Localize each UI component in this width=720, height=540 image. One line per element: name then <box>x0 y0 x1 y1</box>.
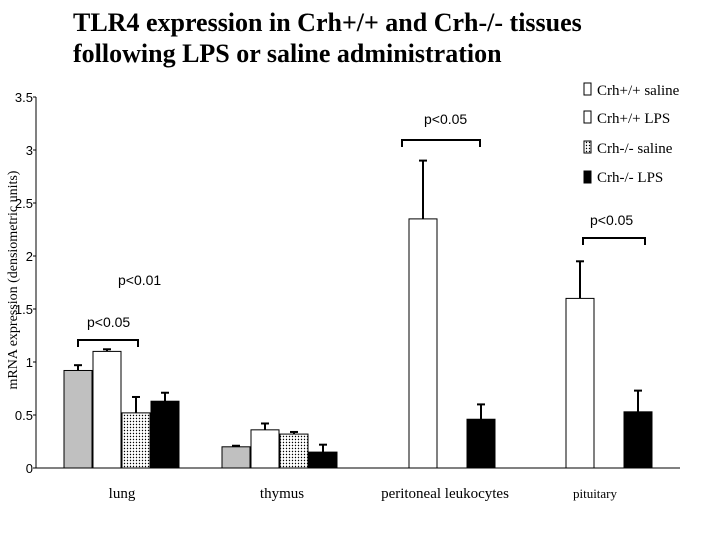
legend-swatch-crh-wt-saline <box>583 82 592 96</box>
bar-thymus-series-3 <box>308 451 338 469</box>
bracket-lung <box>77 339 139 347</box>
x-category-label: peritoneal leukocytes <box>381 486 509 502</box>
annotation-lung-p005: p<0.05 <box>87 314 130 330</box>
x-category-label: lung <box>109 486 136 502</box>
bar-pituitary-series-1 <box>565 297 595 469</box>
x-category-label: thymus <box>260 486 304 502</box>
bar-peritoneal-leukocytes-series-3 <box>466 418 496 469</box>
bar-lung-series-0 <box>63 369 93 469</box>
bracket-pituitary <box>582 237 646 245</box>
legend-label-crh-wt-saline: Crh+/+ saline <box>597 83 680 99</box>
significance-annotations: p<0.05 p<0.05 p<0.01 p<0.05 <box>77 111 646 347</box>
y-axis-label: mRNA expression (densiometric units) <box>6 170 21 389</box>
annotation-pituitary: p<0.05 <box>590 212 633 228</box>
chart-title-line2: following LPS or saline administration <box>73 39 502 68</box>
bar-thymus-series-2 <box>279 433 309 469</box>
y-tick-label: 3 <box>26 143 33 158</box>
legend-label-crh-wt-lps: Crh+/+ LPS <box>597 111 670 127</box>
y-tick-label: 0.5 <box>15 408 33 423</box>
bar-peritoneal-leukocytes-series-1 <box>408 218 438 469</box>
legend-swatch-crh-wt-lps <box>583 110 592 124</box>
x-category-label: pituitary <box>573 486 618 501</box>
annotation-lung-p001: p<0.01 <box>118 272 161 288</box>
y-tick-label: 1.5 <box>15 302 33 317</box>
bracket-peritoneal <box>401 139 481 147</box>
legend-label-crh-ko-lps: Crh-/- LPS <box>597 170 663 186</box>
bar-lung-series-2 <box>121 412 151 469</box>
bar-lung-series-3 <box>150 400 180 469</box>
y-tick-label: 2.5 <box>15 196 33 211</box>
bar-thymus-series-0 <box>221 446 251 469</box>
bar-thymus-series-1 <box>250 429 280 469</box>
y-tick-label: 2 <box>26 249 33 264</box>
chart-title-line1: TLR4 expression in Crh+/+ and Crh-/- tis… <box>73 8 582 37</box>
legend: Crh+/+ saline Crh+/+ LPS Crh-/- saline C… <box>583 82 680 186</box>
y-tick-label: 1 <box>26 355 33 370</box>
legend-label-crh-ko-saline: Crh-/- saline <box>597 141 673 157</box>
annotation-peritoneal: p<0.05 <box>424 111 467 127</box>
legend-swatch-crh-ko-saline <box>583 140 592 154</box>
bar-pituitary-series-3 <box>623 411 653 469</box>
bar-lung-series-1 <box>92 350 122 469</box>
y-tick-label: 0 <box>26 461 33 476</box>
legend-swatch-crh-ko-lps <box>583 170 592 184</box>
y-tick-label: 3.5 <box>15 90 33 105</box>
